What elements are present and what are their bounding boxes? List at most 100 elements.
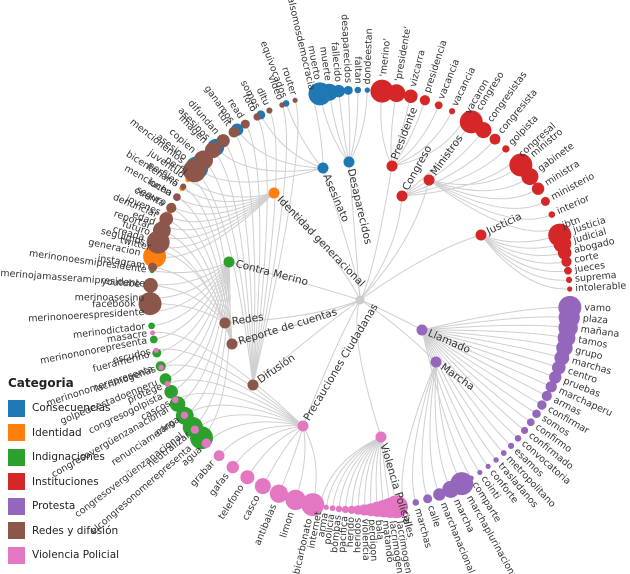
leaf-node <box>153 347 159 353</box>
leaf-edge <box>421 329 481 473</box>
leaf-node <box>507 442 515 449</box>
leaf-edge <box>153 261 230 341</box>
leaf-node <box>557 245 572 260</box>
leaf-node <box>532 409 541 419</box>
leaf-node <box>279 102 285 108</box>
leaf-edge <box>184 404 304 427</box>
leaf-node <box>317 503 323 509</box>
legend-title: Categoria <box>8 376 74 390</box>
leaf-edge <box>480 234 567 264</box>
leaf-edge <box>480 234 570 281</box>
leaf-node <box>434 101 443 110</box>
leaf-edge <box>348 90 359 163</box>
group-edge <box>359 179 430 301</box>
leaf-edge <box>401 138 496 197</box>
leaf-node <box>228 126 240 138</box>
group-edge <box>356 299 382 438</box>
leaf-edge <box>203 159 254 386</box>
leaf-node <box>387 84 406 103</box>
leaf-node <box>493 457 499 463</box>
leaf-edge <box>236 129 324 169</box>
leaf-edge <box>421 329 556 378</box>
group-node <box>223 256 235 268</box>
leaf-node <box>541 390 552 402</box>
group-node <box>475 229 487 241</box>
leaf-edge <box>232 425 304 468</box>
group-label: Marcha <box>438 361 476 393</box>
leaf-node <box>204 142 221 159</box>
leaf-edge <box>428 179 553 220</box>
leaf-node <box>549 371 562 384</box>
leaf-edge <box>222 140 254 386</box>
leaf-node <box>164 380 171 387</box>
legend-label: Consecuencias <box>32 402 111 415</box>
leaf-edge <box>150 284 226 324</box>
leaf-node <box>323 504 329 510</box>
leaf-node <box>285 489 306 511</box>
leaf-node <box>531 182 545 195</box>
leaf-label: limon <box>278 511 297 539</box>
leaf-edge <box>170 261 230 393</box>
leaf-node <box>364 87 371 93</box>
leaf-edge <box>428 179 558 232</box>
leaf-node <box>190 425 200 434</box>
leaf-edge <box>344 436 382 510</box>
leaf-label: vamo <box>584 302 611 314</box>
leaf-node <box>301 493 325 517</box>
leaf-node <box>502 145 510 153</box>
legend-items: Consecuencias Identidad Indignaciones Insti… <box>8 396 119 568</box>
leaf-node <box>148 322 155 330</box>
leaf-edge <box>429 361 440 495</box>
leaf-edge <box>260 114 324 169</box>
group-edge <box>273 192 361 301</box>
leaf-edge <box>357 436 382 510</box>
leaf-node <box>537 400 547 410</box>
leaf-node <box>551 360 566 375</box>
leaf-edge <box>194 414 304 431</box>
group-node <box>396 190 408 202</box>
leaf-edge <box>391 105 440 167</box>
group-edge <box>359 299 437 363</box>
leaf-node <box>433 488 446 501</box>
leaf-label: matando <box>380 520 396 564</box>
leaf-edge <box>391 100 426 167</box>
leaf-edge <box>285 103 324 169</box>
leaf-node <box>164 385 178 399</box>
group-edge <box>359 299 423 331</box>
legend-label: Protesta <box>32 500 76 513</box>
leaf-node <box>485 463 491 469</box>
group-label: Difusión <box>255 352 297 386</box>
leaf-node <box>448 108 456 115</box>
leaf-node <box>329 505 336 512</box>
leaf-edge <box>480 234 569 273</box>
legend-swatch <box>8 399 25 417</box>
leaf-label: plaza <box>582 313 608 326</box>
leaf-edge <box>421 329 519 439</box>
leaf-edge <box>421 329 512 447</box>
leaf-label: desaparecidos <box>339 14 354 83</box>
leaf-node <box>545 381 557 393</box>
leaf-edge <box>401 129 484 197</box>
leaf-node <box>180 183 187 190</box>
leaf-label: herido <box>345 517 357 548</box>
leaf-edge <box>167 379 304 427</box>
leaf-edge <box>159 192 275 240</box>
leaf-node <box>150 330 156 336</box>
leaf-node <box>477 469 483 476</box>
leaf-edge <box>412 361 437 503</box>
leaf-edge <box>152 331 304 427</box>
leaf-node <box>240 470 255 485</box>
leaf-node <box>173 193 181 202</box>
leaf-label: gafas <box>207 471 232 498</box>
leaf-edge <box>167 192 275 223</box>
leaf-edge <box>319 436 382 507</box>
leaf-edge <box>421 329 537 415</box>
leaf-edge <box>215 147 324 172</box>
leaf-edge <box>421 324 569 331</box>
leaf-edge <box>401 361 437 506</box>
leaf-edge <box>233 131 256 386</box>
leaf-node <box>514 435 522 442</box>
leaf-edge <box>391 117 466 167</box>
leaf-edge <box>325 436 382 508</box>
